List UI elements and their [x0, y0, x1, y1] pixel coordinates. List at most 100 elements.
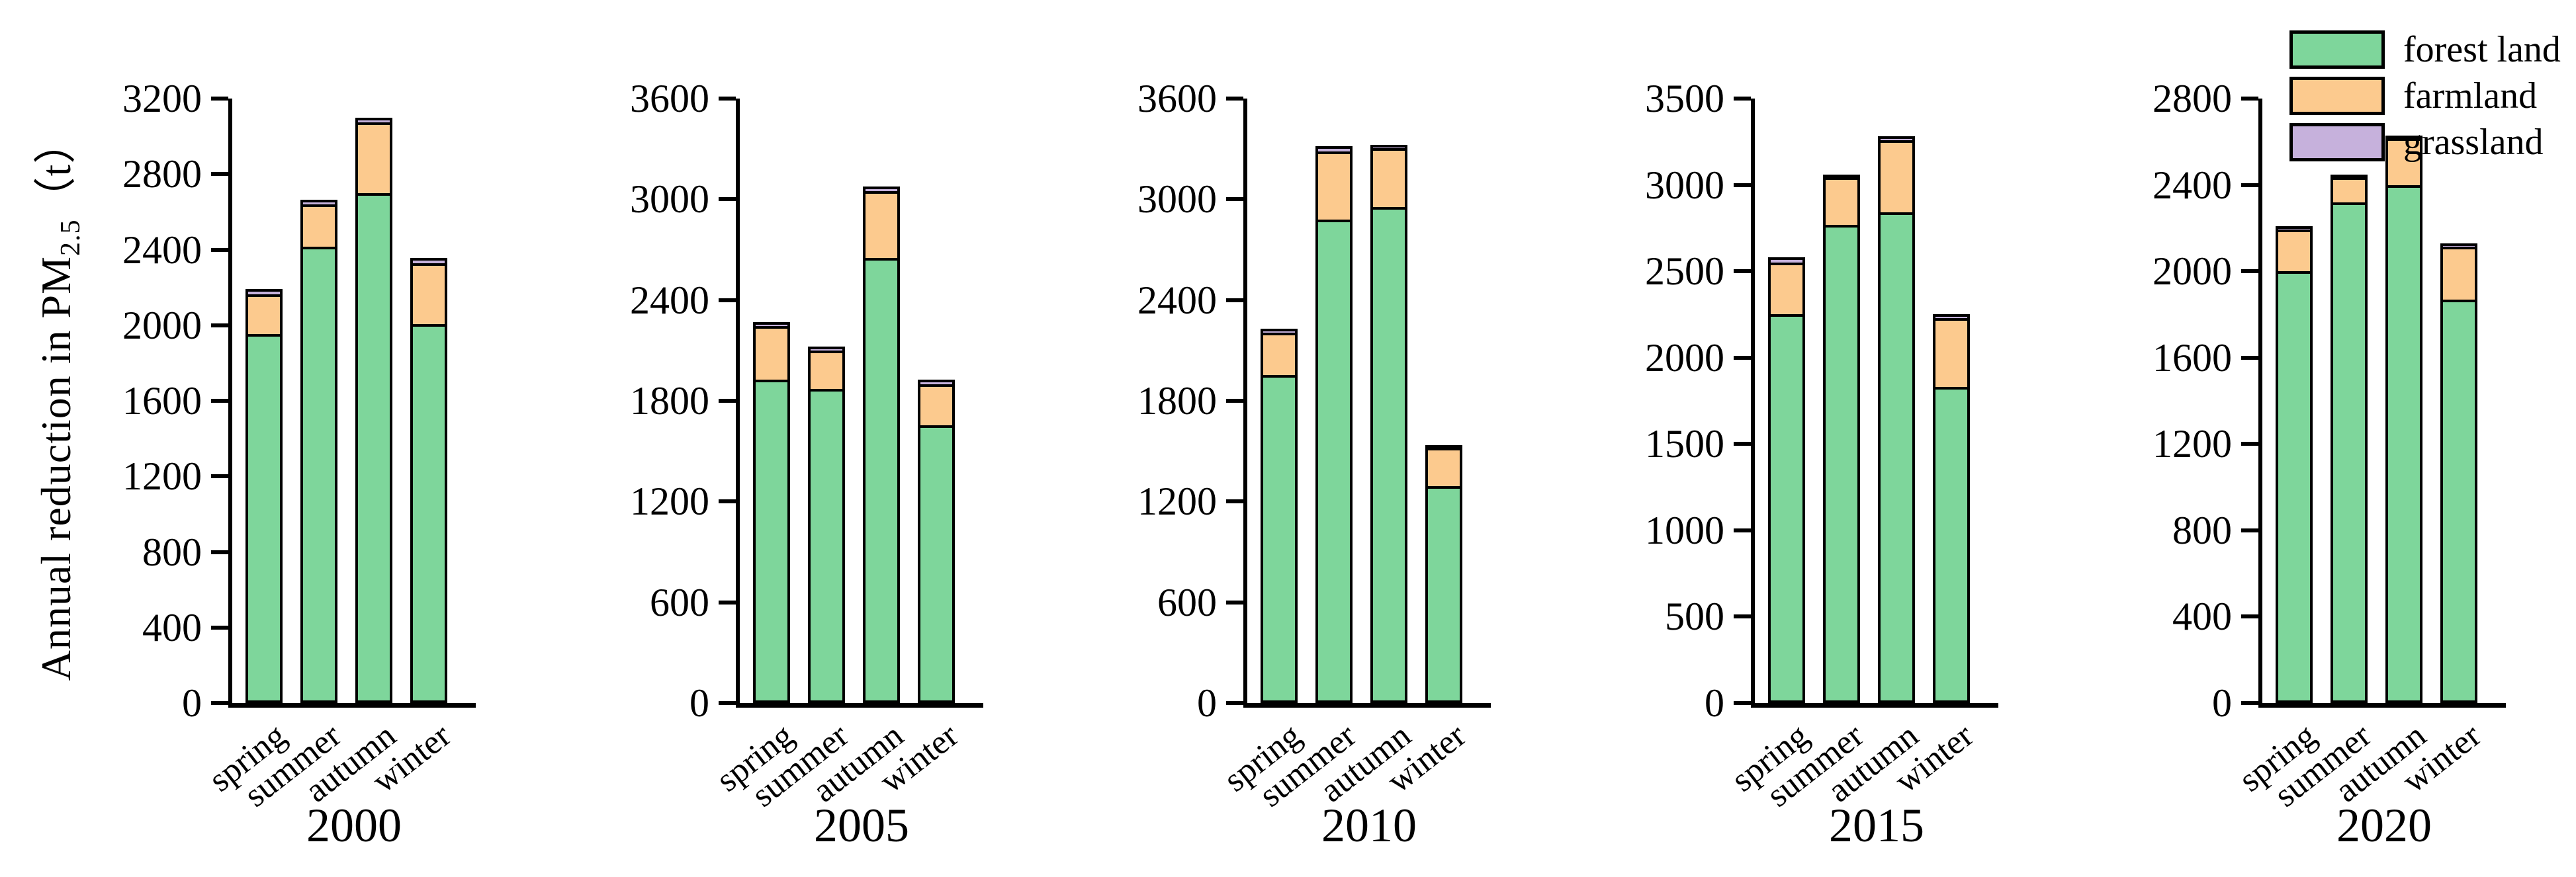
y-tick-label: 3200: [122, 77, 202, 120]
bar-segment-autumn-farmland: [863, 190, 900, 261]
y-tick-label: 3600: [630, 77, 709, 120]
y-tick: [719, 499, 736, 504]
y-tick: [211, 701, 228, 705]
bar-segment-summer-grassland: [808, 346, 845, 353]
panel-year-label: 2010: [1321, 799, 1417, 852]
y-tick-label: 2800: [122, 152, 202, 196]
y-tick: [211, 323, 228, 327]
y-tick-label: 1200: [630, 480, 709, 524]
bar-segment-spring-forest-land: [1261, 374, 1298, 703]
y-tick-label: 600: [650, 580, 709, 624]
bar-segment-winter-farmland: [410, 263, 447, 327]
y-tick: [211, 399, 228, 403]
bar-segment-winter-farmland: [2440, 246, 2477, 302]
y-tick: [719, 701, 736, 705]
y-tick: [211, 97, 228, 101]
bar-segment-autumn-grassland: [863, 187, 900, 194]
y-tick-label: 400: [142, 605, 202, 649]
y-tick-label: 0: [689, 681, 709, 725]
panel-year-label: 2020: [2336, 799, 2432, 852]
bar-segment-winter-forest-land: [1933, 387, 1970, 703]
y-tick-label: 1500: [1645, 422, 1724, 466]
y-tick: [2241, 442, 2258, 446]
y-tick-label: 500: [1665, 595, 1724, 639]
y-tick-label: 3000: [1137, 177, 1217, 222]
y-tick-label: 1600: [122, 379, 202, 423]
y-tick-label: 600: [1157, 580, 1217, 624]
y-tick: [211, 474, 228, 479]
y-tick-label: 1200: [122, 454, 202, 499]
panel-year-label: 2015: [1829, 799, 1924, 852]
panel-year-label: 2005: [814, 799, 909, 852]
y-tick: [1226, 499, 1243, 504]
y-tick: [211, 550, 228, 554]
y-tick-label: 2400: [630, 278, 709, 322]
panel-2000: 0 400 800 1200 1600 2000 2400 2800 3200 spring sum…: [122, 77, 476, 852]
y-tick: [211, 172, 228, 177]
y-tick: [1734, 355, 1751, 360]
legend-item-grassland: grassland: [2289, 123, 2561, 161]
y-tick-label: 3000: [630, 177, 709, 222]
bar-segment-autumn-forest-land: [2385, 185, 2422, 703]
bar-segment-spring-farmland: [1768, 263, 1805, 317]
y-tick-label: 2000: [1645, 335, 1724, 380]
y-tick: [1734, 701, 1751, 705]
bar-segment-summer-farmland: [1823, 177, 1860, 228]
bar-segment-autumn-forest-land: [1370, 206, 1407, 703]
y-tick-label: 1800: [630, 379, 709, 423]
panel-2020: 0 400 800 1200 1600 2000 2400 2800 spring summer a…: [2153, 77, 2506, 852]
bar-segment-spring-farmland: [245, 294, 283, 337]
y-tick: [1226, 399, 1243, 403]
bar-segment-autumn-farmland: [1878, 140, 1915, 216]
y-tick-label: 0: [1705, 681, 1724, 725]
legend-item-forest-land: forest land: [2289, 30, 2561, 69]
y-tick: [1226, 701, 1243, 705]
y-tick: [719, 399, 736, 403]
bar-segment-winter-grassland: [1425, 445, 1462, 451]
y-tick: [719, 197, 736, 202]
y-tick: [2241, 355, 2258, 360]
y-tick: [1734, 269, 1751, 274]
legend-label-farmland: farmland: [2403, 75, 2538, 116]
bar-segment-spring-farmland: [2276, 229, 2313, 274]
y-tick-label: 400: [2172, 595, 2232, 639]
bar-segment-winter-grassland: [410, 258, 447, 266]
bar-segment-winter-farmland: [918, 384, 955, 428]
panel-2005: 0 600 1200 1800 2400 3000 3600 spring summer autu…: [630, 77, 983, 852]
bar-segment-autumn-grassland: [1878, 136, 1915, 143]
y-tick: [2241, 97, 2258, 101]
y-tick-label: 2800: [2153, 77, 2232, 120]
y-tick-label: 2400: [1137, 278, 1217, 322]
bar-segment-winter-farmland: [1425, 448, 1462, 489]
bar-segment-autumn-grassland: [1370, 144, 1407, 151]
bar-segment-autumn-forest-land: [863, 258, 900, 703]
bar-segment-summer-farmland: [300, 204, 337, 250]
bar-segment-winter-grassland: [2440, 243, 2477, 249]
bar-segment-summer-forest-land: [808, 389, 845, 703]
bar-segment-spring-farmland: [753, 326, 790, 383]
bar-segment-summer-forest-land: [1823, 224, 1860, 703]
y-tick: [2241, 528, 2258, 532]
bar-segment-summer-grassland: [300, 199, 337, 207]
legend-label-grassland: grassland: [2403, 122, 2544, 163]
y-tick-label: 3600: [1137, 77, 1217, 120]
legend-swatch-grassland-icon: [2289, 123, 2385, 161]
legend-item-farmland: farmland: [2289, 77, 2561, 115]
legend: forest land farmland grassland: [2289, 30, 2561, 169]
y-tick: [1226, 97, 1243, 101]
y-tick: [1226, 600, 1243, 605]
y-tick-label: 1000: [1645, 508, 1724, 552]
panel-2015: 0 500 1000 1500 2000 2500 3000 3500 spring summer…: [1645, 77, 1998, 852]
bar-segment-autumn-grassland: [355, 117, 392, 125]
y-tick-label: 2400: [2153, 163, 2232, 207]
y-tick-label: 1600: [2153, 335, 2232, 380]
bar-segment-winter-forest-land: [918, 425, 955, 703]
bar-segment-summer-grassland: [1823, 174, 1860, 180]
bar-segment-summer-farmland: [808, 350, 845, 392]
y-tick-label: 800: [142, 530, 202, 574]
y-tick-label: 0: [2212, 681, 2232, 725]
bar-segment-winter-forest-land: [1425, 486, 1462, 703]
bar-segment-spring-forest-land: [1768, 314, 1805, 703]
bar-segment-spring-grassland: [1768, 257, 1805, 266]
